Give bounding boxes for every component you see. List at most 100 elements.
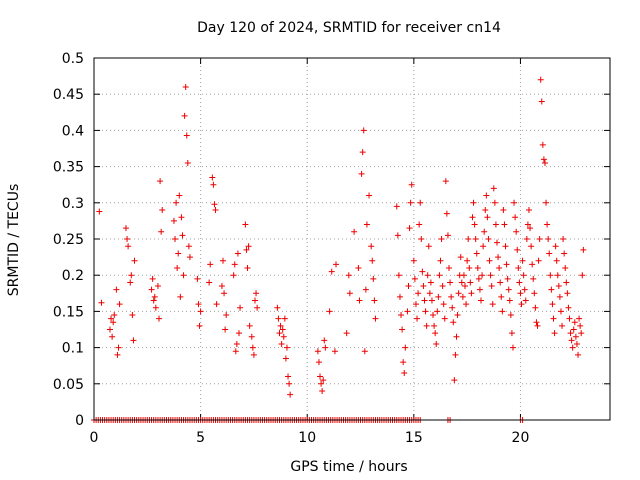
data-point	[571, 319, 578, 326]
data-point	[408, 181, 415, 188]
data-point	[524, 221, 531, 228]
data-point	[464, 257, 471, 264]
data-point	[110, 319, 117, 326]
data-point	[434, 308, 441, 315]
data-point	[455, 290, 462, 297]
y-tick-label: 0.5	[62, 51, 84, 67]
data-point	[478, 297, 484, 304]
data-point	[180, 272, 187, 279]
data-point	[547, 272, 554, 279]
data-point	[370, 275, 377, 282]
data-point	[569, 344, 576, 351]
data-point	[276, 330, 283, 337]
data-point	[507, 312, 514, 319]
data-point	[432, 330, 439, 337]
data-point	[402, 344, 409, 351]
data-point	[277, 322, 284, 329]
data-point	[436, 272, 443, 279]
data-point	[178, 214, 185, 221]
data-point	[498, 293, 505, 300]
data-point	[475, 275, 482, 282]
data-point	[416, 221, 423, 228]
data-point	[211, 201, 218, 208]
x-tick-label: 20	[512, 430, 530, 446]
data-point	[231, 261, 238, 268]
data-point	[476, 286, 483, 293]
data-point	[234, 250, 241, 257]
data-point	[512, 214, 519, 221]
data-point	[520, 272, 527, 279]
data-point	[459, 293, 466, 300]
data-point	[567, 330, 574, 337]
data-point	[181, 112, 188, 119]
data-point	[563, 279, 570, 286]
data-point	[179, 232, 186, 239]
data-point	[536, 236, 543, 242]
data-point	[568, 337, 575, 344]
data-point	[396, 293, 403, 300]
data-point	[96, 208, 103, 215]
y-tick-label: 0.2	[62, 268, 84, 284]
data-point	[426, 290, 433, 297]
data-point	[472, 236, 479, 242]
data-point	[452, 351, 459, 358]
data-point	[468, 290, 475, 297]
data-point	[516, 279, 523, 286]
data-point	[315, 359, 322, 366]
data-point	[501, 221, 508, 228]
data-point	[488, 283, 495, 290]
data-point	[528, 243, 535, 250]
data-point	[515, 264, 522, 271]
data-point	[553, 257, 560, 264]
data-point	[111, 312, 118, 319]
data-point	[222, 326, 229, 333]
data-point	[447, 279, 454, 286]
data-point	[363, 221, 370, 228]
data-point	[573, 340, 580, 347]
data-point	[151, 293, 158, 300]
data-point	[440, 301, 447, 308]
data-point	[343, 330, 350, 337]
data-point	[511, 199, 518, 206]
data-point	[210, 181, 217, 188]
data-point	[186, 254, 193, 261]
data-point	[196, 322, 203, 329]
data-point	[522, 297, 529, 304]
data-point	[533, 319, 540, 326]
data-point	[194, 275, 201, 282]
data-point	[362, 286, 369, 293]
data-point	[127, 279, 134, 286]
data-point	[417, 199, 424, 206]
data-point	[513, 228, 520, 235]
data-point	[500, 207, 507, 214]
data-point	[490, 185, 497, 192]
data-point	[566, 315, 573, 322]
data-point	[415, 290, 422, 297]
data-point	[523, 236, 530, 242]
data-point	[195, 301, 202, 308]
data-point	[369, 257, 376, 264]
data-point	[483, 192, 490, 199]
y-tick-label: 0.25	[53, 232, 84, 248]
data-point	[493, 239, 500, 246]
data-point	[404, 308, 411, 315]
data-point	[451, 377, 458, 384]
data-point	[230, 272, 237, 279]
x-axis-label: GPS time / hours	[290, 459, 407, 475]
data-point	[430, 312, 437, 319]
data-point	[442, 178, 449, 185]
data-point	[250, 351, 257, 358]
data-point	[537, 76, 544, 83]
data-point	[394, 232, 401, 239]
data-point	[122, 225, 129, 232]
data-point	[481, 228, 488, 235]
data-point	[491, 199, 498, 206]
data-point	[131, 257, 138, 264]
data-point	[278, 340, 285, 347]
data-point	[495, 254, 502, 261]
data-point	[431, 322, 438, 329]
data-point	[450, 319, 457, 326]
data-point	[207, 261, 214, 268]
data-point	[497, 279, 504, 286]
data-point	[550, 315, 557, 322]
